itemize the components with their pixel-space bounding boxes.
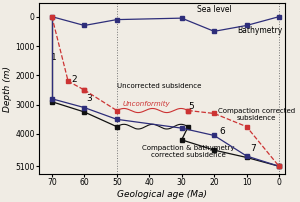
Text: Bathymetry: Bathymetry <box>237 26 282 35</box>
Text: Sea level: Sea level <box>197 5 232 14</box>
Text: 5: 5 <box>188 102 194 111</box>
X-axis label: Geological age (Ma): Geological age (Ma) <box>117 189 207 199</box>
Text: 7: 7 <box>250 144 256 153</box>
Text: Unconformity: Unconformity <box>122 101 170 107</box>
Text: 2: 2 <box>72 75 77 84</box>
Text: 6: 6 <box>219 127 225 136</box>
Y-axis label: Depth (m): Depth (m) <box>4 65 13 112</box>
Text: Compaction corrected
subsidence: Compaction corrected subsidence <box>218 108 295 121</box>
Text: 1: 1 <box>51 53 56 62</box>
Text: Compaction & bathymetry
corrected subsidence: Compaction & bathymetry corrected subsid… <box>142 145 234 158</box>
Text: 3: 3 <box>86 94 92 103</box>
Text: Uncorrected subsidence: Uncorrected subsidence <box>117 83 201 89</box>
